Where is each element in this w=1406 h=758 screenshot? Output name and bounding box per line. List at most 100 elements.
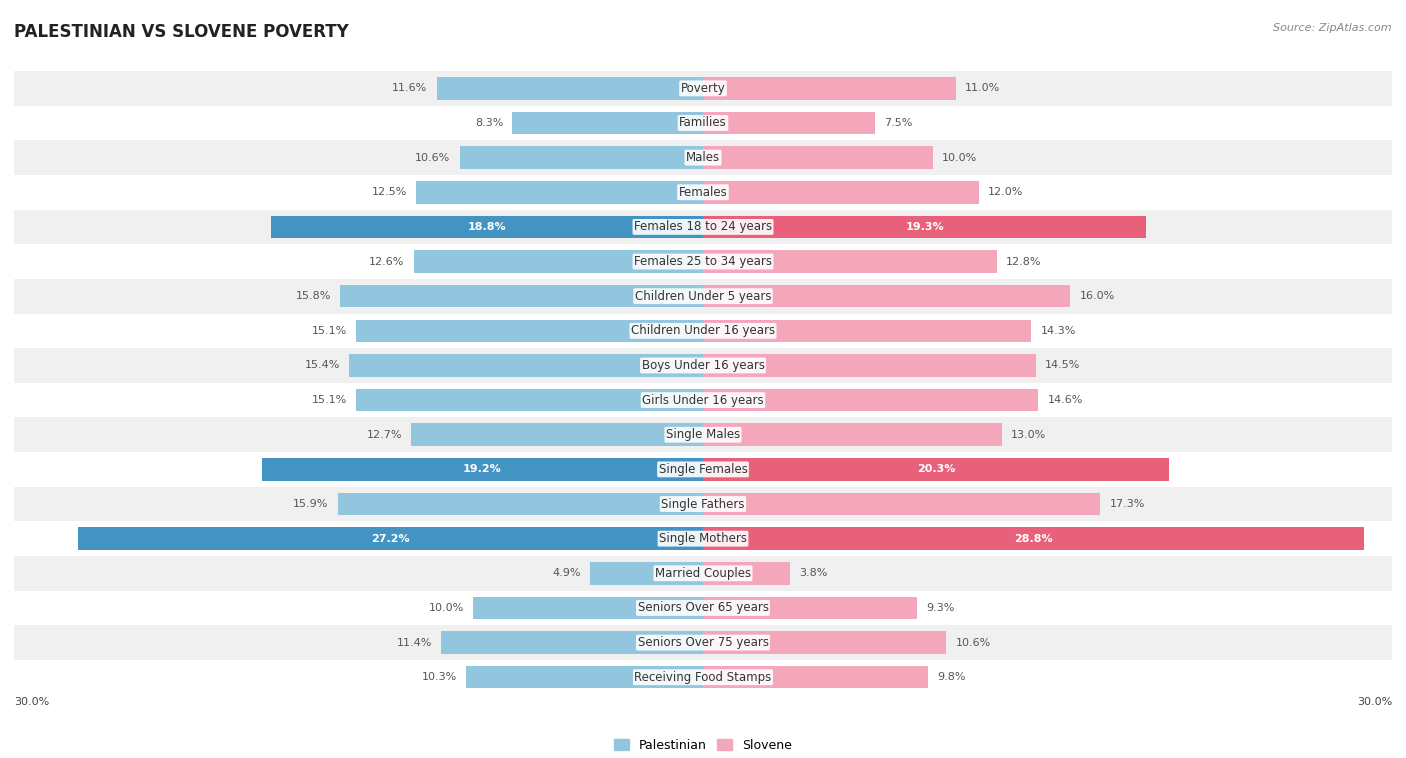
Text: 15.9%: 15.9% (294, 499, 329, 509)
Text: Married Couples: Married Couples (655, 567, 751, 580)
Bar (14, 105, 1392, 140)
Bar (467, 666, 703, 688)
Text: Females: Females (679, 186, 727, 199)
Bar (337, 493, 703, 515)
Text: Poverty: Poverty (681, 82, 725, 95)
Text: 13.0%: 13.0% (1011, 430, 1046, 440)
Bar (262, 458, 703, 481)
Bar (703, 285, 1070, 308)
Text: 12.6%: 12.6% (370, 256, 405, 267)
Bar (703, 597, 917, 619)
Text: Males: Males (686, 151, 720, 164)
Bar (703, 458, 1170, 481)
Bar (703, 389, 1038, 412)
Text: 3.8%: 3.8% (800, 568, 828, 578)
Bar (413, 250, 703, 273)
Bar (79, 528, 703, 550)
Bar (14, 71, 1392, 105)
Text: 8.3%: 8.3% (475, 118, 503, 128)
Text: 12.5%: 12.5% (371, 187, 406, 197)
Bar (14, 660, 1392, 694)
Text: Single Males: Single Males (666, 428, 740, 441)
Bar (703, 77, 956, 99)
Text: 12.0%: 12.0% (988, 187, 1024, 197)
Bar (703, 354, 1036, 377)
Bar (441, 631, 703, 654)
Bar (14, 175, 1392, 210)
Text: 10.6%: 10.6% (956, 637, 991, 647)
Bar (14, 314, 1392, 348)
Bar (14, 452, 1392, 487)
Bar (14, 418, 1392, 452)
Bar (703, 216, 1146, 238)
Text: Boys Under 16 years: Boys Under 16 years (641, 359, 765, 372)
Bar (14, 522, 1392, 556)
Bar (703, 250, 997, 273)
Text: 10.0%: 10.0% (942, 152, 977, 163)
Bar (703, 528, 1364, 550)
Text: Females 18 to 24 years: Females 18 to 24 years (634, 221, 772, 233)
Text: Families: Families (679, 117, 727, 130)
Text: 15.1%: 15.1% (312, 395, 347, 405)
Bar (512, 111, 703, 134)
Bar (703, 320, 1032, 342)
Text: 7.5%: 7.5% (884, 118, 912, 128)
Bar (14, 590, 1392, 625)
Bar (271, 216, 703, 238)
Bar (14, 279, 1392, 314)
Text: Females 25 to 34 years: Females 25 to 34 years (634, 255, 772, 268)
Text: 15.1%: 15.1% (312, 326, 347, 336)
Bar (460, 146, 703, 169)
Text: 19.2%: 19.2% (463, 465, 502, 475)
Bar (703, 146, 932, 169)
Text: 27.2%: 27.2% (371, 534, 411, 543)
Bar (14, 210, 1392, 244)
Legend: Palestinian, Slovene: Palestinian, Slovene (609, 734, 797, 756)
Text: 11.0%: 11.0% (965, 83, 1000, 93)
Bar (703, 424, 1001, 446)
Text: 4.9%: 4.9% (553, 568, 581, 578)
Bar (14, 348, 1392, 383)
Bar (14, 556, 1392, 590)
Bar (703, 111, 875, 134)
Text: 10.6%: 10.6% (415, 152, 450, 163)
Text: 9.3%: 9.3% (925, 603, 955, 613)
Text: Seniors Over 65 years: Seniors Over 65 years (637, 601, 769, 615)
Text: 11.6%: 11.6% (392, 83, 427, 93)
Text: PALESTINIAN VS SLOVENE POVERTY: PALESTINIAN VS SLOVENE POVERTY (14, 23, 349, 41)
Text: 16.0%: 16.0% (1080, 291, 1115, 301)
Bar (703, 666, 928, 688)
Text: Children Under 5 years: Children Under 5 years (634, 290, 772, 302)
Bar (703, 181, 979, 204)
Bar (703, 631, 946, 654)
Text: 30.0%: 30.0% (1357, 697, 1392, 707)
Bar (14, 244, 1392, 279)
Text: 12.8%: 12.8% (1007, 256, 1042, 267)
Text: 28.8%: 28.8% (1014, 534, 1053, 543)
Text: 19.3%: 19.3% (905, 222, 943, 232)
Text: Seniors Over 75 years: Seniors Over 75 years (637, 636, 769, 649)
Text: 18.8%: 18.8% (468, 222, 506, 232)
Bar (14, 383, 1392, 418)
Bar (356, 389, 703, 412)
Text: 9.8%: 9.8% (938, 672, 966, 682)
Text: Single Females: Single Females (658, 463, 748, 476)
Bar (437, 77, 703, 99)
Text: 14.5%: 14.5% (1045, 361, 1081, 371)
Text: Single Mothers: Single Mothers (659, 532, 747, 545)
Text: 17.3%: 17.3% (1109, 499, 1144, 509)
Text: Source: ZipAtlas.com: Source: ZipAtlas.com (1274, 23, 1392, 33)
Bar (474, 597, 703, 619)
Bar (14, 625, 1392, 660)
Text: Girls Under 16 years: Girls Under 16 years (643, 393, 763, 406)
Bar (349, 354, 703, 377)
Text: 11.4%: 11.4% (396, 637, 432, 647)
Text: Receiving Food Stamps: Receiving Food Stamps (634, 671, 772, 684)
Text: 20.3%: 20.3% (917, 465, 955, 475)
Text: 15.4%: 15.4% (305, 361, 340, 371)
Text: 14.6%: 14.6% (1047, 395, 1083, 405)
Text: Single Fathers: Single Fathers (661, 497, 745, 511)
Text: 14.3%: 14.3% (1040, 326, 1076, 336)
Text: 15.8%: 15.8% (295, 291, 330, 301)
Bar (412, 424, 703, 446)
